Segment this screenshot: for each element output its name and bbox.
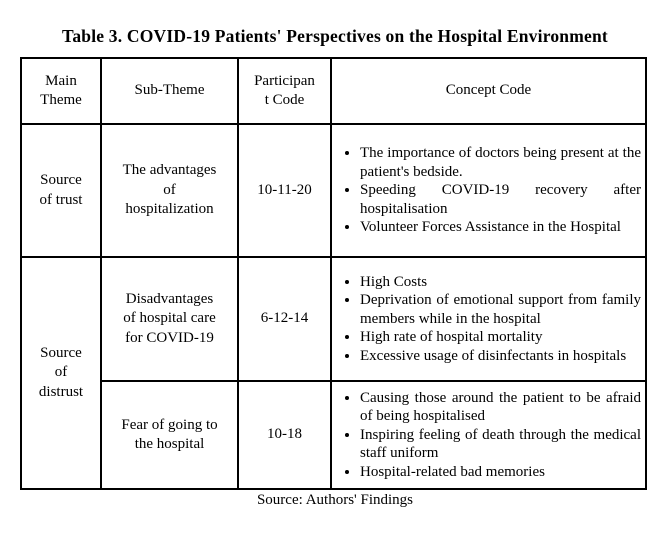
cell-participant-code: 10-18 — [237, 380, 332, 490]
concept-item: High rate of hospital mortality — [360, 328, 641, 347]
cell-participant-code: 6-12-14 — [237, 256, 332, 382]
cell-sub-theme-fear: Fear of going to the hospital — [100, 380, 239, 490]
concept-item: High Costs — [360, 273, 641, 292]
cell-main-theme-trust: Source of trust — [20, 123, 102, 258]
concept-list: High CostsDeprivation of emotional suppo… — [336, 273, 641, 366]
concept-item: The importance of doctors being present … — [360, 144, 641, 181]
source-note: Source: Authors' Findings — [256, 492, 414, 508]
concept-list: The importance of doctors being present … — [336, 144, 641, 237]
cell-sub-theme-advantages: The advantages of hospitalization — [100, 123, 239, 258]
col-header-main-theme: Main Theme — [20, 57, 102, 125]
table-title: Table 3. COVID-19 Patients' Perspectives… — [62, 26, 608, 46]
concept-item: Causing those around the patient to be a… — [360, 389, 641, 426]
cell-main-theme-distrust: Source of distrust — [20, 256, 102, 490]
table-row-distrust-1: Source of distrust Disadvantages of hosp… — [20, 256, 647, 490]
concept-item: Excessive usage of disinfectants in hosp… — [360, 347, 641, 366]
concept-item: Deprivation of emotional support from fa… — [360, 291, 641, 328]
col-header-concept-code: Concept Code — [330, 57, 647, 125]
table-row-distrust-2: Fear of going to the hospital 10-18 Caus… — [21, 380, 647, 490]
concept-item: Hospital-related bad memories — [360, 463, 641, 482]
concept-item: Inspiring feeling of death through the m… — [360, 426, 641, 463]
data-table: Main Theme Sub-Theme Participan t Code C… — [20, 57, 647, 490]
concept-list: Causing those around the patient to be a… — [336, 389, 641, 482]
cell-concept-codes: The importance of doctors being present … — [330, 123, 647, 258]
cell-sub-theme-disadvantages: Disadvantages of hospital care for COVID… — [100, 256, 239, 382]
concept-item: Speeding COVID-19 recovery after hospita… — [360, 181, 641, 218]
cell-concept-codes: High CostsDeprivation of emotional suppo… — [330, 256, 647, 382]
cell-concept-codes: Causing those around the patient to be a… — [330, 380, 647, 490]
concept-item: Volunteer Forces Assistance in the Hospi… — [360, 218, 641, 237]
col-header-participant-code: Participan t Code — [237, 57, 332, 125]
col-header-sub-theme: Sub-Theme — [100, 57, 239, 125]
cell-participant-code: 10-11-20 — [237, 123, 332, 258]
table-header-row: Main Theme Sub-Theme Participan t Code C… — [20, 57, 647, 125]
table-row-trust: Source of trust The advantages of hospit… — [20, 123, 647, 258]
